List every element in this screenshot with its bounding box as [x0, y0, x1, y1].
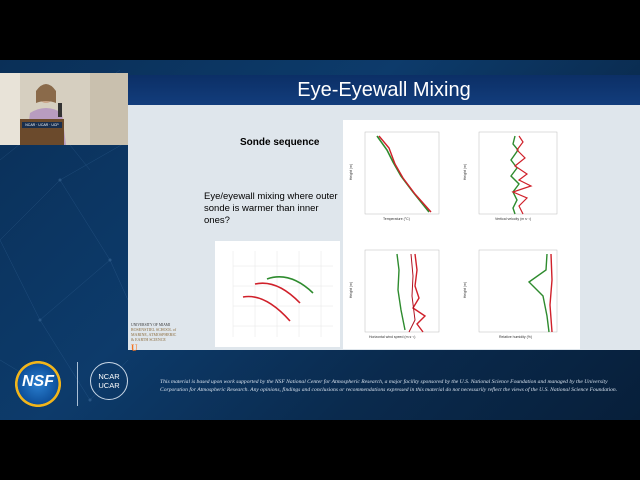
video-frame: NCAR · UCAR · UCP Eye-Eyewall Mixing Son… — [0, 60, 640, 420]
ncar-logo: NCAR UCAR — [90, 362, 128, 400]
nsf-logo: NSF — [12, 358, 64, 410]
p1-xlabel: Temperature (°C) — [383, 217, 410, 221]
p3-xlabel: Horizontal wind speed (m s⁻¹) — [369, 335, 416, 339]
slide: Eye-Eyewall Mixing Sonde sequence Eye/ey… — [128, 75, 640, 353]
panel-humidity — [478, 249, 558, 333]
slide-subtitle: Sonde sequence — [240, 137, 320, 148]
footer-divider — [77, 362, 78, 406]
ylabel-3: Height (m) — [349, 281, 354, 299]
vv-green — [510, 135, 520, 215]
logo-line-4: & EARTH SCIENCE — [131, 337, 166, 342]
logo-line-2: ROSENSTIEL SCHOOL of — [131, 327, 177, 332]
ylabel-2: Height (m) — [463, 163, 468, 181]
speaker-video-inset: NCAR · UCAR · UCP — [0, 73, 128, 145]
panel-wind-speed — [364, 249, 440, 333]
disclaimer-text: This material is based upon work support… — [160, 379, 618, 393]
podium-sign: NCAR · UCAR · UCP — [25, 123, 59, 127]
sonde-panels-svg — [364, 131, 558, 333]
slide-body-text: Eye/eyewall mixing where outer sonde is … — [204, 191, 338, 226]
red-curve-1 — [254, 282, 301, 304]
rh-red — [549, 253, 553, 333]
logo-line-3: MARINE, ATMOSPHERIC — [131, 332, 177, 337]
mixing-chart — [215, 241, 340, 347]
u-logo-icon: U — [131, 343, 138, 353]
slide-title: Eye-Eyewall Mixing — [128, 75, 640, 105]
nsf-label: NSF — [22, 373, 54, 390]
panel-vertical-velocity — [478, 131, 558, 215]
green-curve — [266, 276, 314, 294]
mixing-chart-svg — [232, 251, 333, 337]
rh-green — [527, 253, 550, 333]
vv-red — [511, 135, 533, 215]
footer: NSF NCAR UCAR This material is based upo… — [0, 352, 640, 420]
ncar-label: NCAR — [98, 372, 120, 381]
speaker-scene — [0, 73, 128, 145]
logo-line-1: UNIVERSITY OF MIAMI — [131, 323, 171, 327]
p4-xlabel: Relative humidity (%) — [499, 335, 533, 339]
ws-red2 — [408, 253, 416, 333]
red-curve-2 — [242, 295, 291, 322]
ws-red — [412, 253, 427, 333]
ucar-label: UCAR — [98, 381, 120, 390]
ylabel-4: Height (m) — [463, 281, 468, 299]
ws-green — [396, 253, 406, 331]
miami-logo: UNIVERSITY OF MIAMI ROSENSTIEL SCHOOL of… — [131, 323, 203, 353]
temp-red — [378, 135, 432, 213]
ylabel-1: Height (m) — [349, 163, 354, 181]
panel-temperature — [364, 131, 440, 215]
sonde-panels: Temperature (°C) Vertical velocity (m s⁻… — [343, 120, 580, 349]
p2-xlabel: Vertical velocity (m s⁻¹) — [495, 217, 532, 221]
